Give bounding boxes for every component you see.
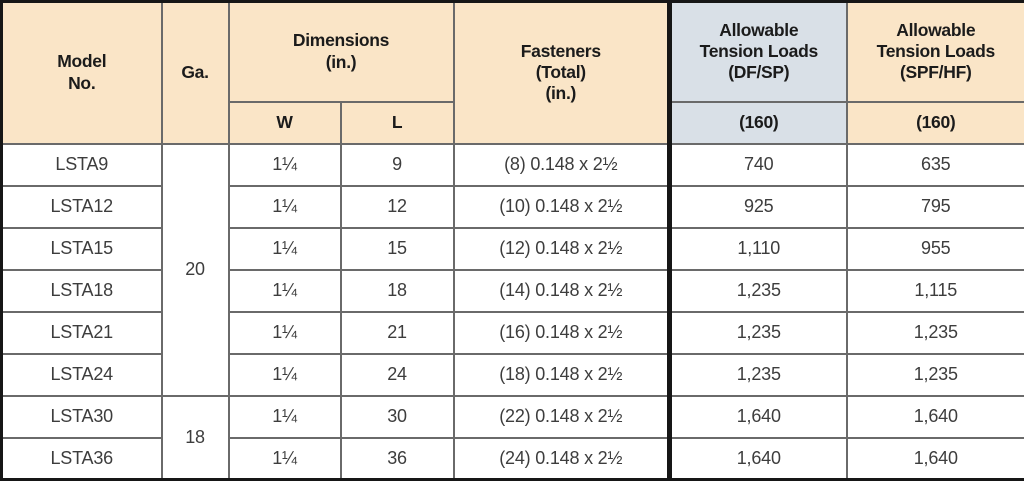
model-cell: LSTA12: [2, 186, 162, 228]
df-sp-load-cell: 1,235: [670, 312, 847, 354]
df-sp-load-cell: 740: [670, 144, 847, 186]
table-row: LSTA24 1¼ 24 (18) 0.148 x 2½ 1,235 1,235: [2, 354, 1024, 396]
table-row: LSTA15 1¼ 15 (12) 0.148 x 2½ 1,110 955: [2, 228, 1024, 270]
l-cell: 18: [341, 270, 454, 312]
fasteners-cell: (8) 0.148 x 2½: [454, 144, 670, 186]
l-cell: 9: [341, 144, 454, 186]
spf-hf-load-cell: 1,640: [847, 396, 1024, 438]
col-header-df-sp-load-160: (160): [670, 102, 847, 144]
table-row: LSTA9 20 1¼ 9 (8) 0.148 x 2½ 740 635: [2, 144, 1024, 186]
fasteners-cell: (18) 0.148 x 2½: [454, 354, 670, 396]
l-cell: 24: [341, 354, 454, 396]
fasteners-cell: (12) 0.148 x 2½: [454, 228, 670, 270]
model-cell: LSTA9: [2, 144, 162, 186]
model-cell: LSTA30: [2, 396, 162, 438]
fasteners-cell: (14) 0.148 x 2½: [454, 270, 670, 312]
df-sp-load-cell: 925: [670, 186, 847, 228]
spf-hf-load-cell: 635: [847, 144, 1024, 186]
w-cell: 1¼: [229, 438, 341, 480]
spf-hf-load-cell: 1,235: [847, 354, 1024, 396]
fasteners-cell: (22) 0.148 x 2½: [454, 396, 670, 438]
col-header-df-sp: Allowable Tension Loads (DF/SP): [670, 2, 847, 102]
table-row: LSTA30 18 1¼ 30 (22) 0.148 x 2½ 1,640 1,…: [2, 396, 1024, 438]
ga-group-cell: 18: [162, 396, 229, 480]
table-body: LSTA9 20 1¼ 9 (8) 0.148 x 2½ 740 635 LST…: [2, 144, 1024, 480]
table-header: Model No. Ga. Dimensions (in.) Fasteners…: [2, 2, 1024, 144]
df-sp-load-cell: 1,110: [670, 228, 847, 270]
df-sp-load-cell: 1,640: [670, 438, 847, 480]
spf-hf-load-cell: 955: [847, 228, 1024, 270]
spf-hf-load-cell: 795: [847, 186, 1024, 228]
l-cell: 30: [341, 396, 454, 438]
header-row-top: Model No. Ga. Dimensions (in.) Fasteners…: [2, 2, 1024, 102]
l-cell: 21: [341, 312, 454, 354]
fasteners-cell: (10) 0.148 x 2½: [454, 186, 670, 228]
table-row: LSTA36 1¼ 36 (24) 0.148 x 2½ 1,640 1,640: [2, 438, 1024, 480]
w-cell: 1¼: [229, 354, 341, 396]
model-cell: LSTA36: [2, 438, 162, 480]
l-cell: 36: [341, 438, 454, 480]
col-header-l: L: [341, 102, 454, 144]
ga-group-cell: 20: [162, 144, 229, 396]
col-header-w: W: [229, 102, 341, 144]
fasteners-cell: (24) 0.148 x 2½: [454, 438, 670, 480]
w-cell: 1¼: [229, 270, 341, 312]
model-cell: LSTA18: [2, 270, 162, 312]
w-cell: 1¼: [229, 312, 341, 354]
col-header-model-no: Model No.: [2, 2, 162, 144]
model-cell: LSTA24: [2, 354, 162, 396]
col-header-fasteners: Fasteners (Total) (in.): [454, 2, 670, 144]
col-header-ga: Ga.: [162, 2, 229, 144]
w-cell: 1¼: [229, 186, 341, 228]
l-cell: 12: [341, 186, 454, 228]
spf-hf-load-cell: 1,640: [847, 438, 1024, 480]
col-header-spf-hf: Allowable Tension Loads (SPF/HF): [847, 2, 1024, 102]
table-row: LSTA21 1¼ 21 (16) 0.148 x 2½ 1,235 1,235: [2, 312, 1024, 354]
spf-hf-load-cell: 1,115: [847, 270, 1024, 312]
table-row: LSTA18 1¼ 18 (14) 0.148 x 2½ 1,235 1,115: [2, 270, 1024, 312]
l-cell: 15: [341, 228, 454, 270]
col-header-spf-hf-load-160: (160): [847, 102, 1024, 144]
model-cell: LSTA21: [2, 312, 162, 354]
df-sp-load-cell: 1,640: [670, 396, 847, 438]
table-row: LSTA12 1¼ 12 (10) 0.148 x 2½ 925 795: [2, 186, 1024, 228]
model-cell: LSTA15: [2, 228, 162, 270]
w-cell: 1¼: [229, 144, 341, 186]
w-cell: 1¼: [229, 396, 341, 438]
fasteners-cell: (16) 0.148 x 2½: [454, 312, 670, 354]
w-cell: 1¼: [229, 228, 341, 270]
spf-hf-load-cell: 1,235: [847, 312, 1024, 354]
col-header-dimensions: Dimensions (in.): [229, 2, 454, 102]
df-sp-load-cell: 1,235: [670, 270, 847, 312]
df-sp-load-cell: 1,235: [670, 354, 847, 396]
